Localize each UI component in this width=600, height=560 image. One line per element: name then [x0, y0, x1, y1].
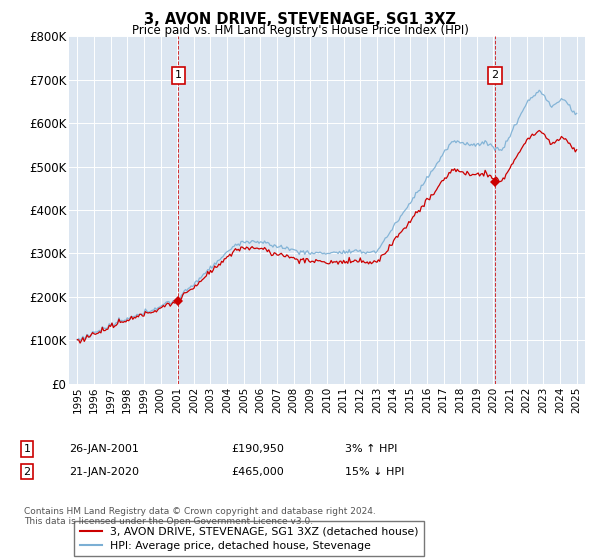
- Text: £190,950: £190,950: [231, 444, 284, 454]
- Text: 2: 2: [23, 466, 31, 477]
- Text: Price paid vs. HM Land Registry's House Price Index (HPI): Price paid vs. HM Land Registry's House …: [131, 24, 469, 37]
- Text: 3, AVON DRIVE, STEVENAGE, SG1 3XZ: 3, AVON DRIVE, STEVENAGE, SG1 3XZ: [144, 12, 456, 27]
- Text: 3% ↑ HPI: 3% ↑ HPI: [345, 444, 397, 454]
- Text: 1: 1: [175, 71, 182, 81]
- Text: 2: 2: [491, 71, 498, 81]
- Text: 1: 1: [23, 444, 31, 454]
- Text: £465,000: £465,000: [231, 466, 284, 477]
- Legend: 3, AVON DRIVE, STEVENAGE, SG1 3XZ (detached house), HPI: Average price, detached: 3, AVON DRIVE, STEVENAGE, SG1 3XZ (detac…: [74, 521, 424, 556]
- Text: Contains HM Land Registry data © Crown copyright and database right 2024.
This d: Contains HM Land Registry data © Crown c…: [24, 507, 376, 526]
- Text: 21-JAN-2020: 21-JAN-2020: [69, 466, 139, 477]
- Text: 15% ↓ HPI: 15% ↓ HPI: [345, 466, 404, 477]
- Text: 26-JAN-2001: 26-JAN-2001: [69, 444, 139, 454]
